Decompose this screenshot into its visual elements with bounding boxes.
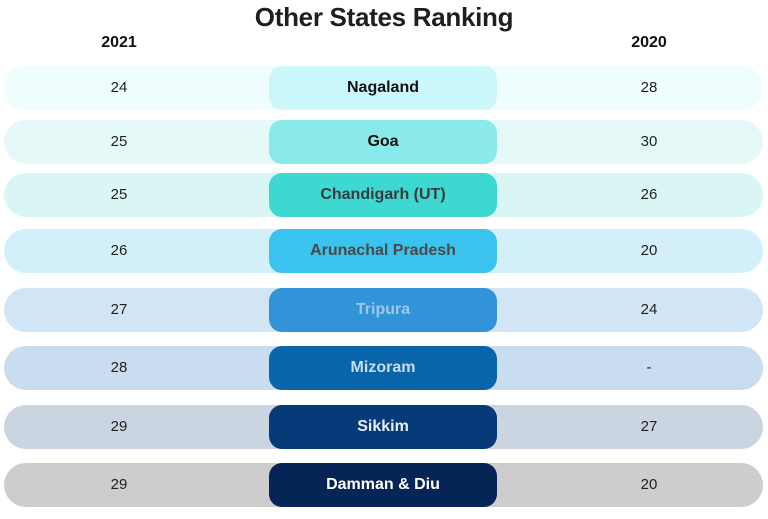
rank-2020-value: 30	[640, 133, 658, 150]
state-name-pill: Damman & Diu	[269, 463, 497, 507]
rank-2020-value: 28	[640, 79, 658, 96]
state-name-pill: Goa	[269, 120, 497, 164]
rank-2021-value: 25	[110, 133, 128, 150]
rank-2020-value: 20	[640, 242, 658, 259]
rank-2021-value: 29	[110, 476, 128, 493]
rank-2021-value: 28	[110, 359, 128, 376]
rank-2021-value: 29	[110, 418, 128, 435]
rank-2020-value: 27	[640, 418, 658, 435]
rank-2021-value: 24	[110, 79, 128, 96]
state-name-pill: Mizoram	[269, 346, 497, 390]
rank-2020-value: 24	[640, 301, 658, 318]
rank-2021-value: 25	[110, 186, 128, 203]
column-header-2021: 2021	[101, 34, 137, 51]
rank-2021-value: 27	[110, 301, 128, 318]
column-header-2020: 2020	[631, 34, 667, 51]
chart-title: Other States Ranking	[254, 2, 514, 32]
rank-2020-value: 26	[640, 186, 658, 203]
rank-2021-value: 26	[110, 242, 128, 259]
rank-2020-value: 20	[640, 476, 658, 493]
state-name-pill: Tripura	[269, 288, 497, 332]
state-name-pill: Chandigarh (UT)	[269, 173, 497, 217]
rank-2020-value: -	[646, 359, 652, 376]
state-name-pill: Arunachal Pradesh	[269, 229, 497, 273]
state-name-pill: Sikkim	[269, 405, 497, 449]
state-name-pill: Nagaland	[269, 66, 497, 110]
